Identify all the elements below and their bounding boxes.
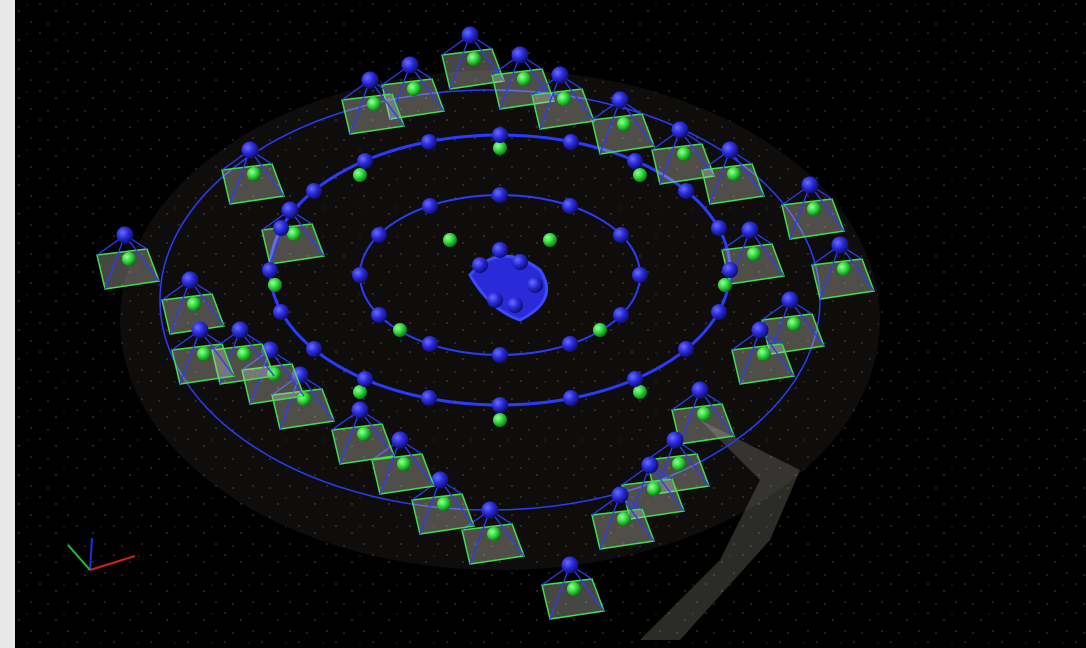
axis-gizmo: [67, 537, 136, 571]
road-cloud: [640, 420, 800, 640]
left-border: [0, 0, 15, 648]
center-cluster: [468, 242, 549, 322]
